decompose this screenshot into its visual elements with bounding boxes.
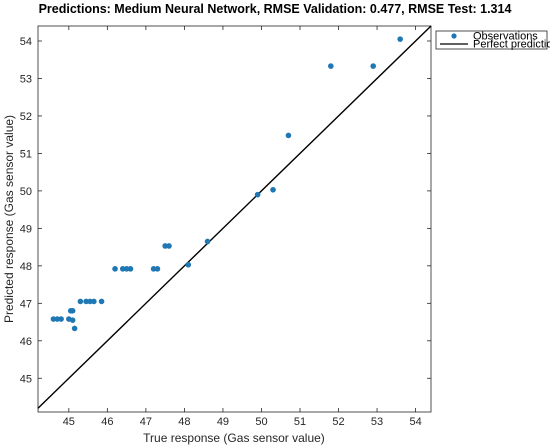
y-tick-label: 52: [20, 111, 32, 123]
observation-point: [54, 316, 61, 322]
y-tick-label: 51: [20, 148, 32, 160]
y-tick-label: 50: [20, 186, 32, 198]
observation-point: [98, 298, 105, 305]
observation-point: [87, 298, 93, 305]
observation-point: [397, 36, 403, 42]
observation-point: [69, 317, 76, 323]
observation-point: [204, 238, 211, 245]
x-tick-label: 52: [332, 416, 344, 428]
legend-observations-label: Observations: [473, 31, 538, 43]
observation-point: [58, 316, 64, 322]
observation-point: [112, 266, 118, 272]
observation-point: [328, 63, 334, 69]
observation-point: [162, 243, 168, 249]
x-tick-label: 51: [294, 416, 306, 428]
y-tick-label: 46: [20, 336, 32, 348]
perfect-prediction-line-layer: [37, 25, 432, 409]
observation-point: [254, 191, 261, 198]
observation-point: [91, 298, 97, 305]
observation-point: [370, 63, 377, 69]
observation-point: [270, 186, 276, 193]
observation-point: [127, 266, 134, 272]
chart-title: Predictions: Medium Neural Network, RMSE…: [38, 2, 512, 16]
x-tick-label: 50: [255, 416, 267, 428]
x-tick-label: 46: [101, 416, 113, 428]
observation-point: [83, 298, 89, 305]
x-tick-label: 53: [371, 416, 383, 428]
y-tick-label: 47: [20, 298, 32, 310]
y-tick-label: 48: [20, 261, 32, 273]
observation-point: [69, 308, 76, 314]
observation-point: [123, 266, 130, 272]
axis-ticks: 45 46 47 48 49 50 51 52 53 54 45 46 47 48 49 50 51 52 53 54: [20, 26, 431, 428]
x-tick-label: 48: [178, 416, 190, 428]
observation-point: [71, 325, 78, 332]
y-tick-label: 53: [20, 73, 32, 85]
perfect-prediction-line: [37, 25, 432, 409]
observation-points: [50, 36, 403, 332]
x-tick-label: 47: [140, 416, 152, 428]
observation-point: [166, 243, 172, 249]
observation-point: [50, 316, 57, 322]
x-tick-label: 49: [217, 416, 229, 428]
x-axis-label: True response (Gas sensor value): [143, 431, 325, 445]
legend: Observations Perfect prediction: [435, 31, 550, 51]
legend-observations-marker: [451, 33, 457, 39]
observation-point: [150, 266, 157, 272]
y-axis-label: Predicted response (Gas sensor value): [2, 115, 16, 323]
x-tick-label: 54: [409, 416, 421, 428]
y-tick-label: 45: [20, 373, 32, 385]
y-tick-label: 49: [20, 223, 32, 235]
observation-point: [77, 298, 84, 305]
y-tick-label: 54: [20, 36, 32, 48]
observation-point: [154, 266, 161, 272]
observation-point: [285, 132, 292, 139]
x-tick-label: 45: [63, 416, 75, 428]
observation-point: [119, 266, 126, 272]
observation-point: [185, 261, 192, 268]
legend-perfect-prediction-label: Perfect prediction: [473, 39, 550, 51]
